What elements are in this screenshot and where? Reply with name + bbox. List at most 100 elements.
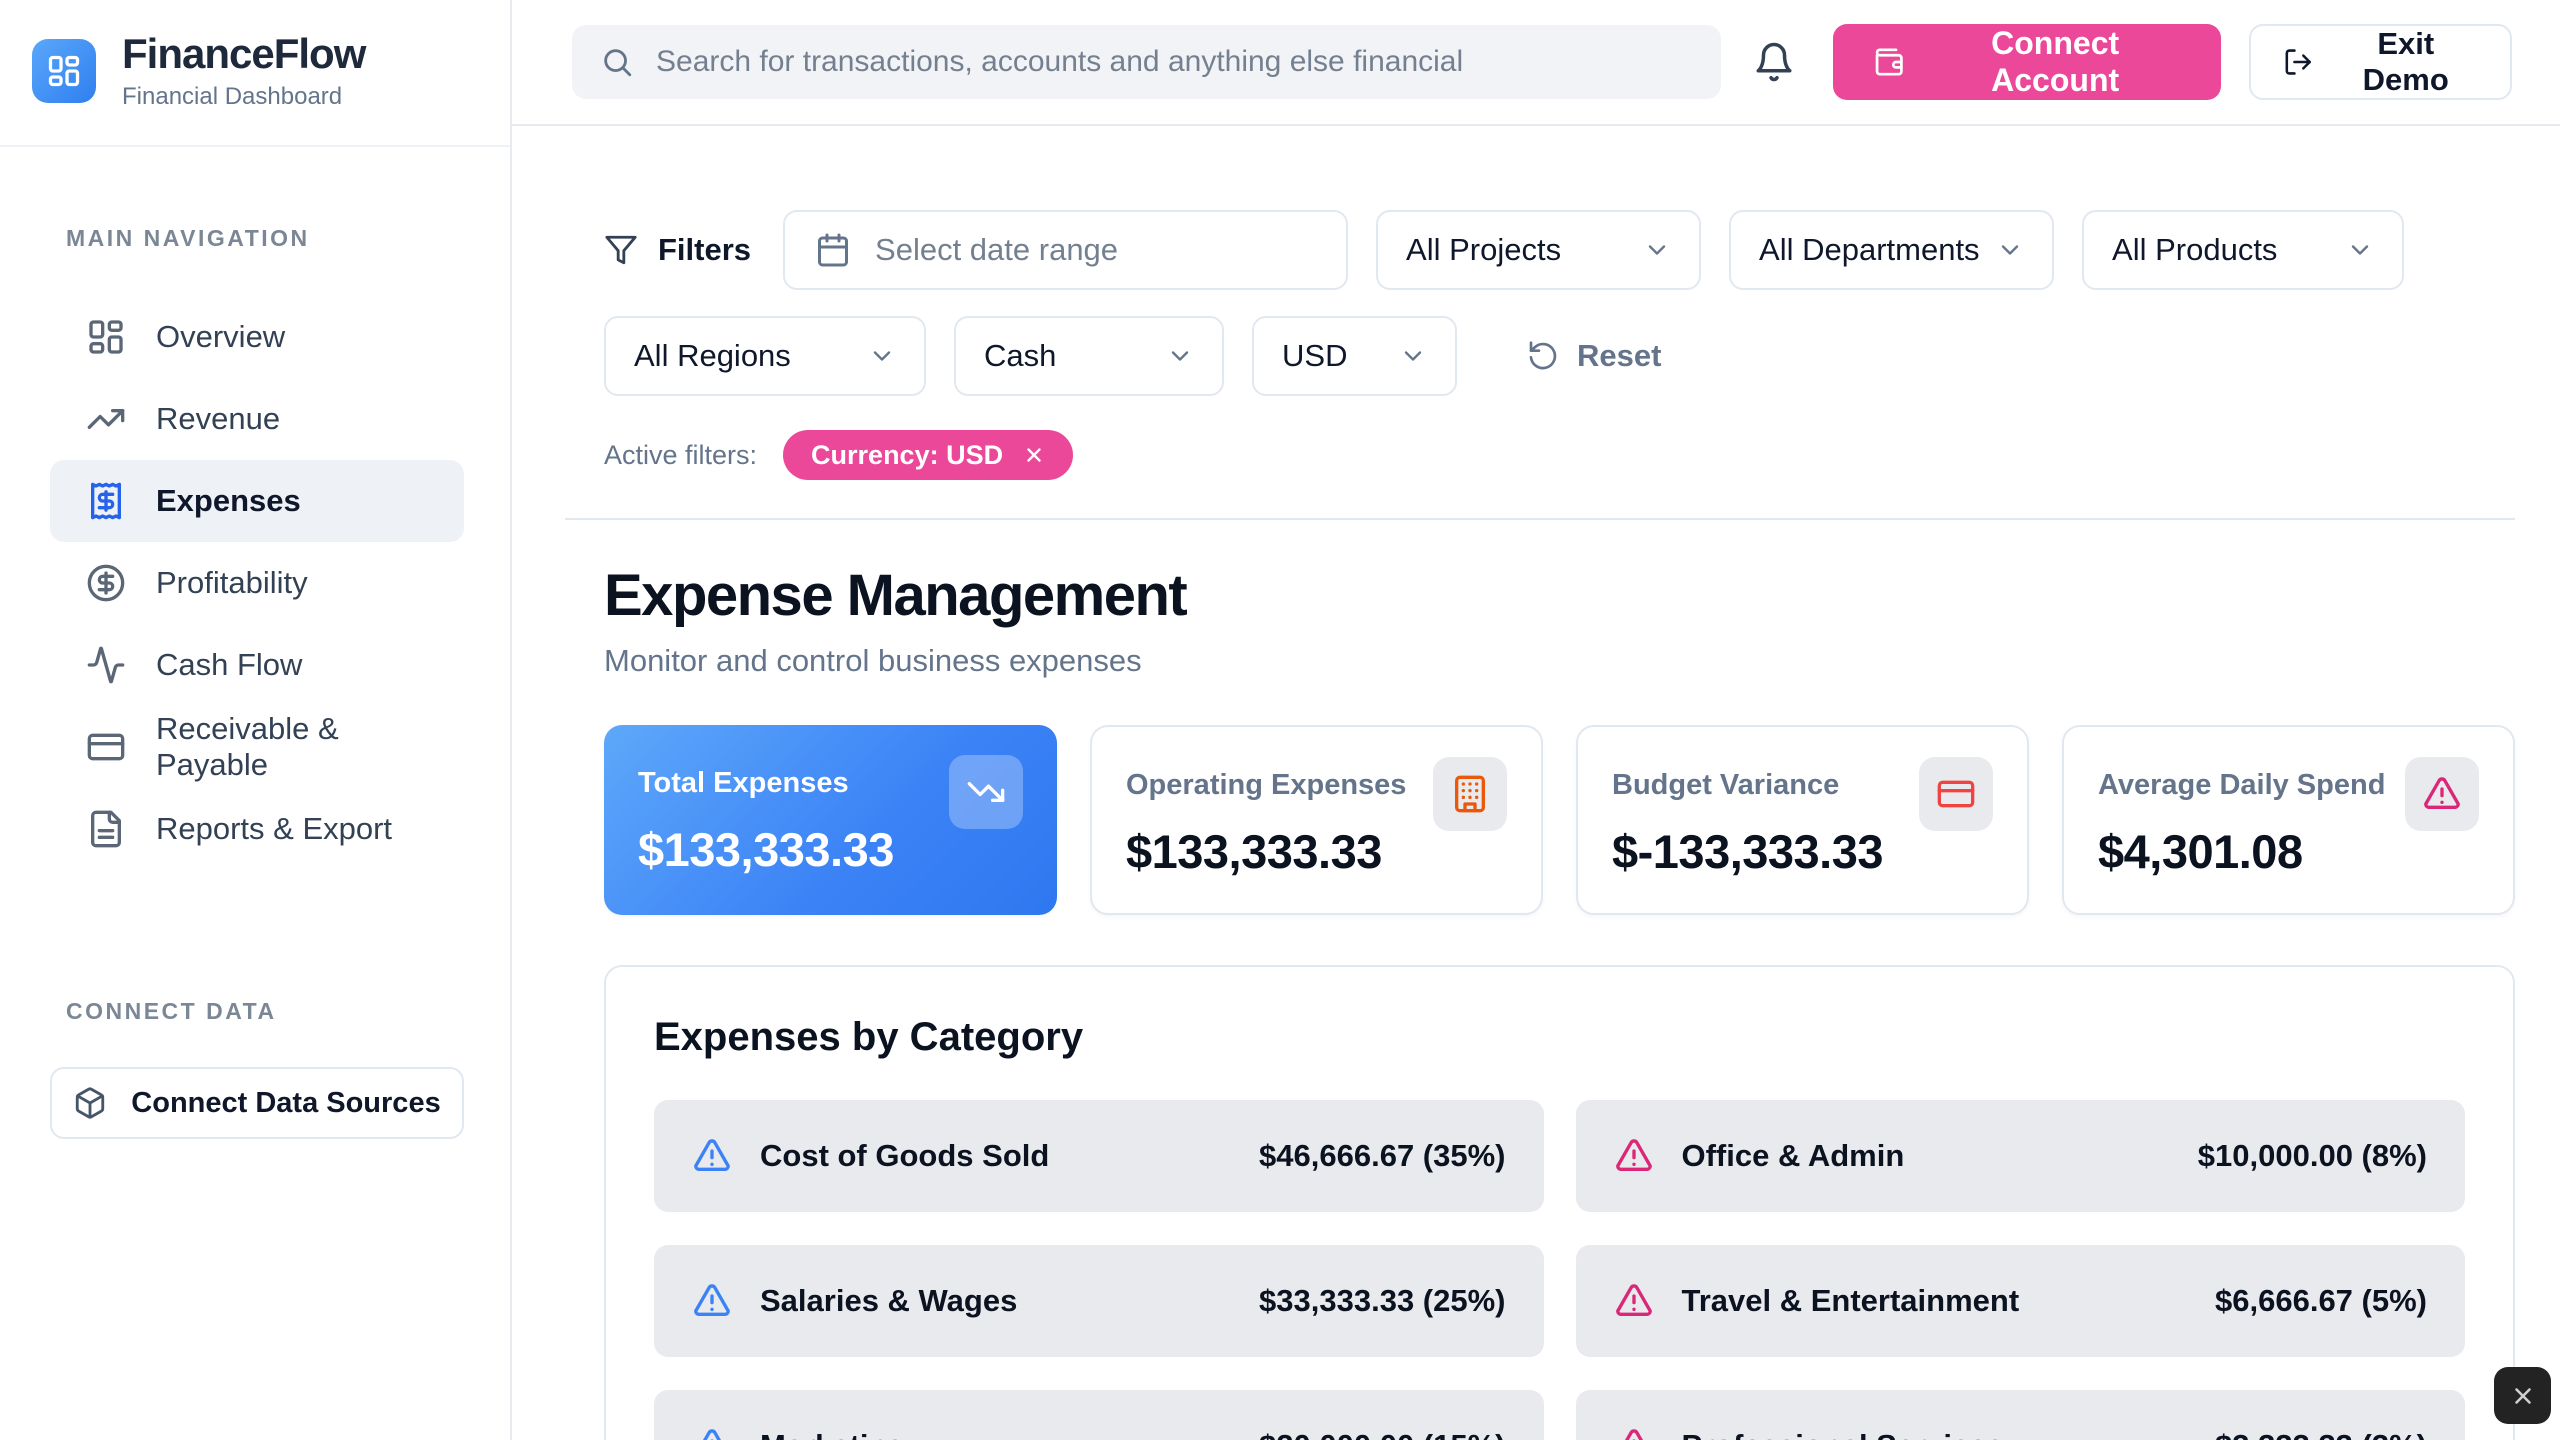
connect-data-sources-label: Connect Data Sources [131, 1086, 441, 1119]
calendar-icon [818, 233, 849, 267]
log-out-icon [2285, 49, 2311, 75]
funnel-icon [605, 235, 637, 265]
close-overlay-button[interactable] [2494, 1367, 2551, 1424]
reset-filters-button[interactable]: Reset [1527, 338, 1661, 374]
select-all-projects[interactable]: All Projects [1376, 210, 1702, 290]
filters-row-2: All Regions Cash USD Reset [604, 316, 2515, 396]
kpi-value: $133,333.33 [1126, 825, 1382, 878]
chevron-down-icon [1643, 236, 1671, 264]
credit-card-icon [1919, 757, 1993, 831]
alert-triangle-icon [2405, 757, 2479, 831]
credit-card-icon [86, 727, 126, 767]
kpi-text: Average Daily Spend $4,301.08 [2098, 757, 2385, 883]
sidebar-item-receivable-payable[interactable]: Receivable & Payable [50, 706, 464, 788]
kpi-text: Budget Variance $-133,333.33 [1612, 757, 1884, 883]
kpi-cards: Total Expenses $133,333.33 Operating Expen… [604, 725, 2515, 915]
receipt-icon [86, 481, 126, 521]
connect-data-sources-button[interactable]: Connect Data Sources [50, 1067, 464, 1139]
rotate-ccw-icon [1529, 341, 1557, 370]
kpi-label: Average Daily Spend [2098, 769, 2386, 801]
kpi-label: Budget Variance [1612, 769, 1840, 801]
select-all-regions[interactable]: All Regions [604, 316, 926, 396]
app-subtitle: Financial Dashboard [122, 83, 343, 110]
kpi-value: $133,333.33 [638, 823, 894, 876]
section-divider [565, 518, 2515, 520]
kpi-card-average-daily-spend: Average Daily Spend $4,301.08 [2062, 725, 2515, 915]
sidebar-item-label: Reports & Export [156, 811, 393, 846]
filters-row-1: Filters All Projects All Departments All P… [604, 210, 2515, 290]
active-filters: Active filters: Currency: USD [604, 430, 2515, 480]
search-input[interactable] [656, 45, 1693, 79]
alert-triangle-icon [692, 1281, 732, 1321]
select-all-departments[interactable]: All Departments [1729, 210, 2055, 290]
kpi-text: Total Expenses $133,333.33 [638, 755, 894, 885]
category-value: $3,333.33 (3%) [2215, 1428, 2427, 1440]
select-value: All Regions [634, 338, 791, 373]
exit-demo-button[interactable]: Exit Demo [2248, 24, 2512, 100]
sidebar-item-label: Receivable & Payable [156, 711, 339, 782]
select-usd[interactable]: USD [1252, 316, 1457, 396]
alert-triangle-icon [1614, 1426, 1654, 1440]
filters-heading: Filters [604, 232, 751, 268]
category-label: Travel & Entertainment [1681, 1283, 2020, 1318]
category-row-marketing: Marketing $20,000.00 (15%) [654, 1390, 1544, 1440]
connect-account-button[interactable]: Connect Account [1832, 24, 2221, 100]
select-cash[interactable]: Cash [954, 316, 1224, 396]
activity-icon [86, 645, 126, 685]
select-all-products[interactable]: All Products [2082, 210, 2405, 290]
category-row-salaries-wages: Salaries & Wages $33,333.33 (25%) [654, 1245, 1544, 1357]
select-value: All Projects [1406, 232, 1562, 267]
active-filters-label: Active filters: [604, 439, 758, 470]
circle-dollar-icon [86, 563, 126, 603]
main-navigation: Overview Revenue Expenses Profitability Cash… [0, 296, 510, 870]
close-icon [1027, 448, 1041, 462]
sidebar-item-reports-export[interactable]: Reports & Export [50, 788, 464, 870]
sidebar: FinanceFlow Financial Dashboard MAIN NAV… [0, 0, 512, 1440]
trending-up-icon [86, 399, 126, 439]
sidebar-item-revenue[interactable]: Revenue [50, 378, 464, 460]
select-value: All Departments [1759, 232, 1980, 267]
alert-triangle-icon [692, 1136, 732, 1176]
main-area: Connect Account Exit Demo Filters All Pr… [512, 0, 2560, 1440]
category-label: Marketing [760, 1428, 1231, 1440]
category-label: Professional Services [1682, 1428, 2188, 1440]
alert-triangle-icon [692, 1426, 732, 1440]
chevron-down-icon [1996, 236, 2024, 264]
top-header: Connect Account Exit Demo [512, 0, 2560, 126]
kpi-value: $4,301.08 [2098, 825, 2303, 878]
page-content: Filters All Projects All Departments All P… [512, 126, 2560, 1440]
exit-demo-label: Exit Demo [2362, 26, 2449, 97]
page-subtitle: Monitor and control business expenses [604, 643, 1142, 678]
sidebar-item-overview[interactable]: Overview [50, 296, 464, 378]
date-range-picker[interactable] [783, 210, 1349, 290]
connect-section-heading: CONNECT DATA [66, 998, 277, 1024]
expenses-by-category-title: Expenses by Category [654, 1015, 1084, 1059]
sidebar-item-label: Overview [156, 319, 286, 354]
chevron-down-icon [1399, 342, 1427, 370]
kpi-card-budget-variance: Budget Variance $-133,333.33 [1576, 725, 2029, 915]
bell-icon [1756, 42, 1792, 82]
kpi-card-operating-expenses: Operating Expenses $133,333.33 [1090, 725, 1543, 915]
wallet-icon [1875, 48, 1903, 76]
kpi-value: $-133,333.33 [1612, 825, 1884, 878]
category-row-cost-of-goods-sold: Cost of Goods Sold $46,666.67 (35%) [654, 1100, 1544, 1212]
sidebar-item-cash-flow[interactable]: Cash Flow [50, 624, 464, 706]
nav-section-heading: MAIN NAVIGATION [66, 225, 310, 251]
search-icon [604, 49, 632, 77]
select-value: Cash [984, 338, 1057, 373]
date-range-input[interactable] [875, 232, 1317, 268]
kpi-label: Total Expenses [638, 767, 849, 799]
sidebar-item-profitability[interactable]: Profitability [50, 542, 464, 624]
notifications-button[interactable] [1753, 41, 1795, 83]
file-text-icon [86, 809, 126, 849]
currency-filter-chip[interactable]: Currency: USD [783, 430, 1074, 480]
sidebar-item-expenses[interactable]: Expenses [50, 460, 464, 542]
category-value: $46,666.67 (35%) [1259, 1138, 1506, 1173]
chevron-down-icon [2346, 236, 2374, 264]
app-title: FinanceFlow [122, 30, 366, 77]
select-value: All Products [2112, 232, 2278, 267]
category-label: Salaries & Wages [760, 1283, 1018, 1318]
global-search[interactable] [572, 25, 1721, 99]
cube-icon [73, 1086, 107, 1120]
chevron-down-icon [1166, 342, 1194, 370]
